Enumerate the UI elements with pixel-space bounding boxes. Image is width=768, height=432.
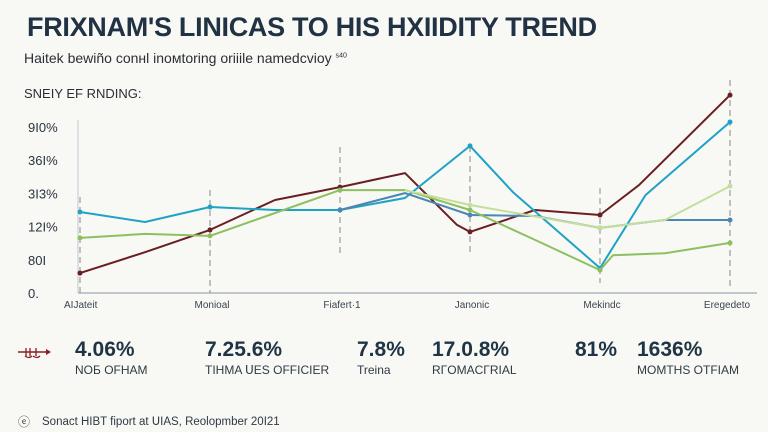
stat-label: MOMTHS OTFIAM xyxy=(637,363,739,377)
data-point xyxy=(727,217,733,223)
subtitle-text: Haitek bewiño conнl inoмtoring oriiile n… xyxy=(24,50,332,66)
data-point xyxy=(467,207,473,213)
stat-label: NOБ OFHAM xyxy=(75,363,148,377)
x-tick-label: AIJateit xyxy=(64,300,98,311)
y-tick-label: 3Ι3% xyxy=(28,186,58,201)
y-tick-label: 0. xyxy=(28,286,39,301)
copyright-circle-icon: ⓔ xyxy=(18,415,31,429)
x-tick-label: Eregedeto xyxy=(704,300,751,311)
data-point xyxy=(77,270,83,276)
stat-value: 81% xyxy=(575,338,618,361)
data-point xyxy=(207,204,213,210)
data-point xyxy=(467,143,473,149)
data-point xyxy=(727,240,733,246)
x-tick-label: Mekindc xyxy=(583,300,620,311)
x-tick-label: Moniоal xyxy=(194,300,229,311)
data-point xyxy=(77,235,83,241)
data-point xyxy=(337,187,343,193)
chart-subtitle: Haitek bewiño conнl inoмtoring oriiile n… xyxy=(24,50,347,66)
section-label: SNEIY EF RNDING: xyxy=(24,86,142,101)
data-point xyxy=(597,267,603,273)
data-point xyxy=(77,209,83,215)
y-tick-label: 80Ι xyxy=(28,253,46,268)
data-point xyxy=(467,229,473,235)
stat-value: 7.25.6% xyxy=(205,338,283,361)
red-arrow-scale-icon xyxy=(18,348,51,359)
stat-value: 4.06% xyxy=(75,338,135,361)
stat-label: TIHMA ᑌES OFFICIER xyxy=(205,363,330,377)
data-point xyxy=(467,212,473,218)
stat-value: 17.0.8% xyxy=(432,338,510,361)
footer-source: Sonact HIBT fiport at ᑌIAS, Reolopmber 2… xyxy=(42,416,280,428)
data-point xyxy=(727,92,733,98)
y-tick-label: 36Ι% xyxy=(28,153,58,168)
data-point xyxy=(467,202,473,208)
x-tick-label: Fiafert·1 xyxy=(323,300,361,311)
data-point xyxy=(727,119,733,125)
subtitle-superscript: ꜱ40 xyxy=(335,52,347,60)
data-point xyxy=(207,227,213,233)
data-point xyxy=(337,207,343,213)
x-tick-label: Janonic xyxy=(455,300,489,311)
y-tick-label: 9Ι0% xyxy=(28,120,58,135)
data-point xyxy=(597,212,603,218)
data-point xyxy=(597,225,603,231)
stat-value: 7.8% xyxy=(357,338,405,361)
series-line xyxy=(79,189,731,272)
stat-label: Treina xyxy=(357,363,391,377)
y-tick-label: 12Ι% xyxy=(28,220,58,235)
stat-value: 1636% xyxy=(637,338,703,361)
stat-label: RΓOMACΓRIAL xyxy=(432,363,517,377)
series-line xyxy=(79,121,731,270)
series-line xyxy=(79,94,731,275)
data-point xyxy=(207,233,213,239)
data-point xyxy=(727,183,733,189)
chart-title: FRIXNAM'S LINICAS TO HIS HXIIDITY TREND xyxy=(27,12,597,42)
